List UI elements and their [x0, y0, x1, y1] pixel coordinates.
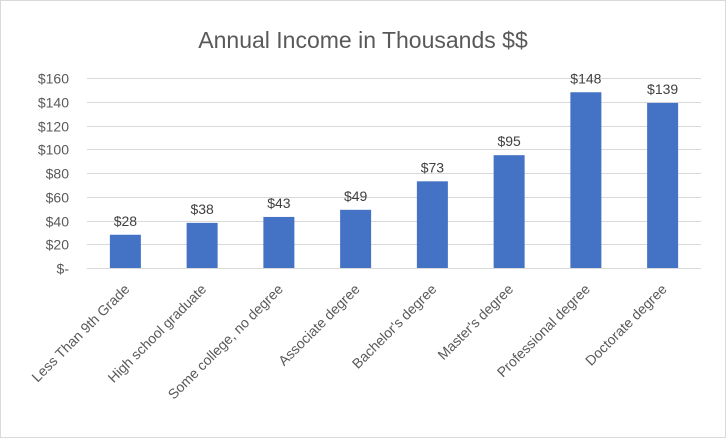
data-label: $49 — [344, 188, 368, 204]
x-tick-label: Master's degree — [434, 281, 516, 363]
x-tick-label: Bachelor's degree — [349, 281, 440, 372]
y-tick-label: $20 — [46, 237, 70, 253]
x-tick-label: Doctorate degree — [582, 281, 670, 369]
gridlines — [87, 78, 701, 269]
y-tick-label: $60 — [46, 190, 70, 206]
y-tick-label: $- — [57, 261, 70, 277]
y-axis-tick-labels: $- $20 $40 $60 $80 $100 $120 $140 $160 — [38, 71, 69, 277]
data-labels: $28 $38 $43 $49 $73 $95 $148 $139 — [114, 70, 679, 229]
x-tick-label: Associate degree — [275, 281, 363, 369]
data-label: $28 — [114, 213, 138, 229]
bar — [570, 92, 602, 268]
data-label: $95 — [497, 133, 521, 149]
bar — [416, 181, 448, 268]
bar — [647, 102, 679, 268]
bar — [493, 155, 525, 268]
bar — [186, 222, 218, 268]
data-label: $139 — [647, 81, 678, 97]
y-tick-label: $120 — [38, 119, 69, 135]
data-label: $73 — [421, 159, 445, 175]
data-label: $43 — [267, 195, 291, 211]
data-label: $38 — [190, 201, 214, 217]
bar — [109, 234, 141, 268]
y-tick-label: $100 — [38, 142, 69, 158]
bars — [109, 92, 679, 268]
bar — [263, 216, 295, 268]
y-tick-label: $160 — [38, 71, 69, 87]
chart-title: Annual Income in Thousands $$ — [198, 27, 528, 53]
bar — [340, 209, 372, 268]
y-tick-label: $140 — [38, 95, 69, 111]
y-tick-label: $40 — [46, 214, 70, 230]
y-tick-label: $80 — [46, 166, 70, 182]
data-label: $148 — [570, 70, 601, 86]
